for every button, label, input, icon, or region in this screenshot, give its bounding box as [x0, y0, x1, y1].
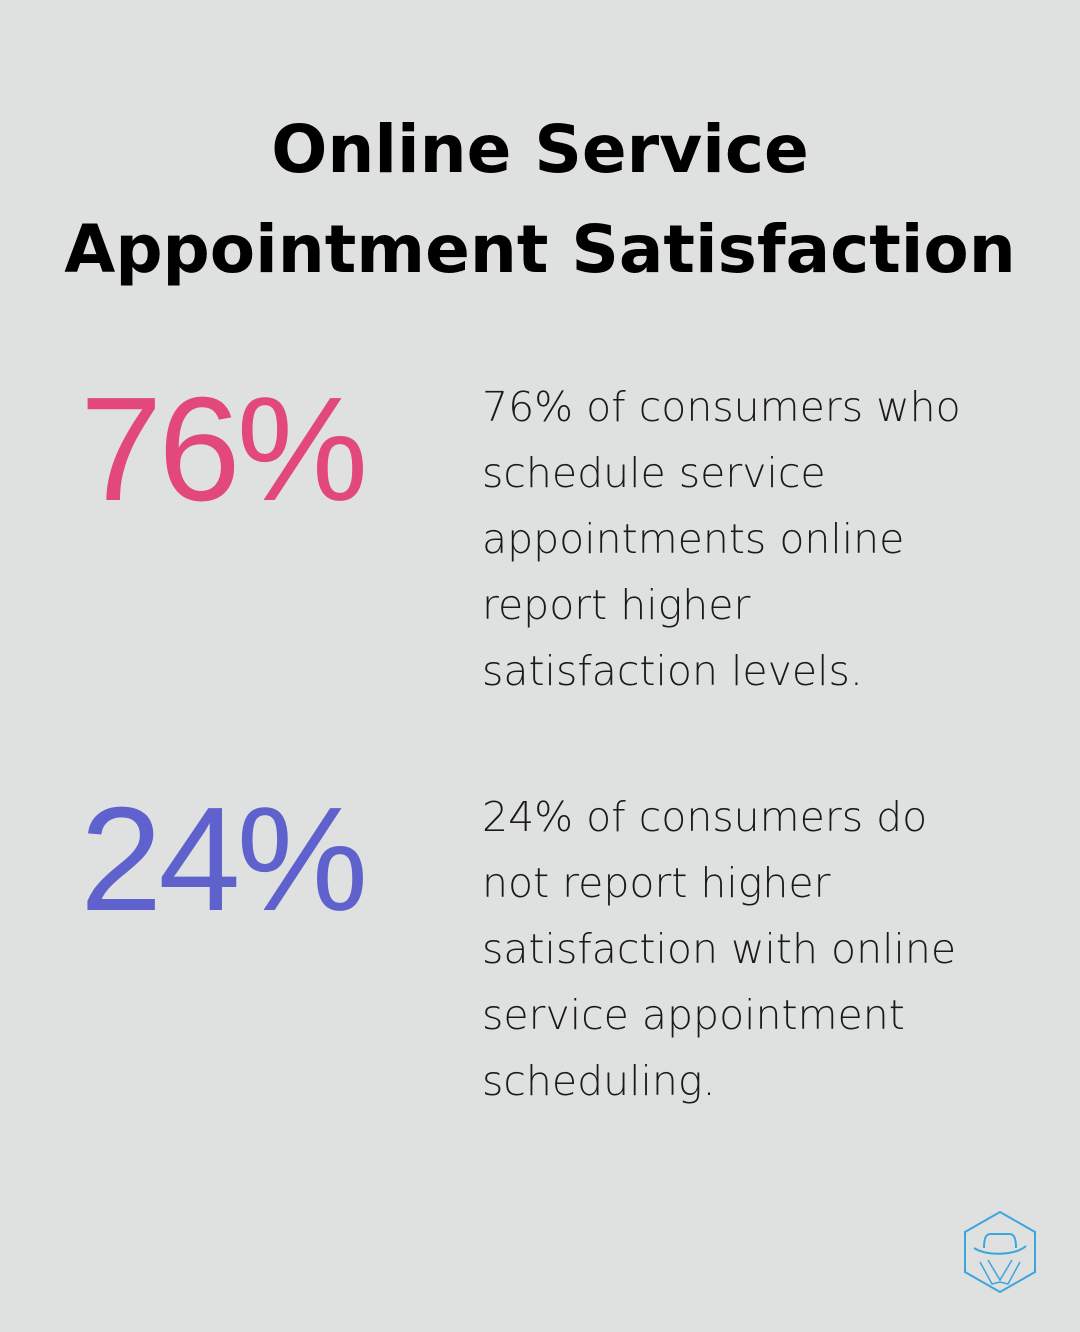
description-line: scheduling.	[482, 1057, 716, 1105]
description-line: 24% of consumers do	[482, 793, 928, 841]
title-line: Online Service	[271, 111, 809, 188]
title-line: Appointment Satisfaction	[64, 211, 1016, 288]
spy-hat-hexagon-icon	[964, 1210, 1036, 1294]
description-line: appointments online	[482, 515, 905, 563]
stat-value-76: 76%	[80, 367, 368, 532]
stat-description-24: 24% of consumers do not report higher sa…	[482, 784, 956, 1114]
description-line: 76% of consumers who	[482, 383, 961, 431]
stat-value-24: 24%	[80, 777, 368, 942]
stat-description-76: 76% of consumers who schedule service ap…	[482, 374, 961, 704]
description-line: service appointment	[482, 991, 905, 1039]
description-line: report higher	[482, 581, 751, 629]
description-line: satisfaction levels.	[482, 647, 863, 695]
page-title: Online Service Appointment Satisfaction	[0, 100, 1080, 300]
description-line: not report higher	[482, 859, 831, 907]
description-line: satisfaction with online	[482, 925, 957, 973]
description-line: schedule service	[482, 449, 826, 497]
